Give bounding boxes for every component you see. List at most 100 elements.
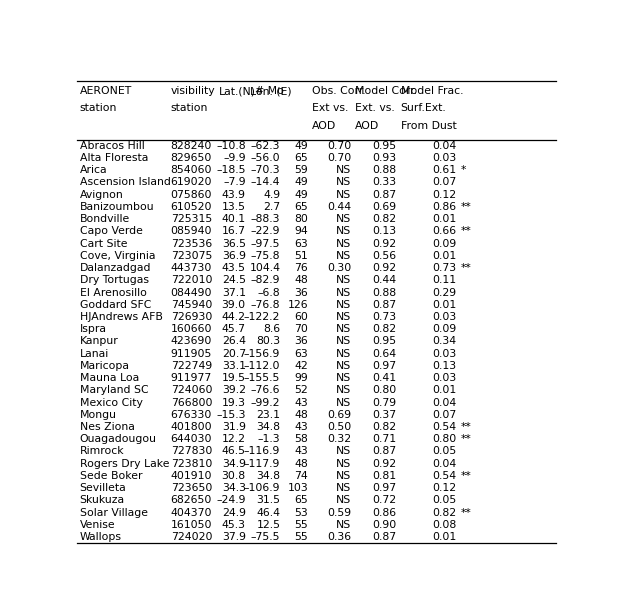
Text: Rogers Dry Lake: Rogers Dry Lake xyxy=(80,459,169,469)
Text: 911977: 911977 xyxy=(171,373,212,383)
Text: NS: NS xyxy=(336,495,351,505)
Text: NS: NS xyxy=(336,287,351,297)
Text: NS: NS xyxy=(336,361,351,371)
Text: 34.3: 34.3 xyxy=(222,483,246,493)
Text: Maryland SC: Maryland SC xyxy=(80,386,148,395)
Text: –9.9: –9.9 xyxy=(223,153,246,163)
Text: Mexico City: Mexico City xyxy=(80,398,143,408)
Text: 0.05: 0.05 xyxy=(433,495,457,505)
Text: NS: NS xyxy=(336,520,351,530)
Text: 423690: 423690 xyxy=(171,337,212,346)
Text: 0.29: 0.29 xyxy=(433,287,457,297)
Text: –24.9: –24.9 xyxy=(216,495,246,505)
Text: 45.3: 45.3 xyxy=(222,520,246,530)
Text: 160660: 160660 xyxy=(171,324,212,334)
Text: Alta Floresta: Alta Floresta xyxy=(80,153,148,163)
Text: 31.9: 31.9 xyxy=(222,422,246,432)
Text: NS: NS xyxy=(336,459,351,469)
Text: Dalanzadgad: Dalanzadgad xyxy=(80,263,151,273)
Text: 724020: 724020 xyxy=(171,532,212,542)
Text: –82.9: –82.9 xyxy=(251,275,281,285)
Text: –1.3: –1.3 xyxy=(258,434,281,444)
Text: 13.5: 13.5 xyxy=(222,202,246,212)
Text: –76.6: –76.6 xyxy=(251,386,281,395)
Text: Ext. vs.: Ext. vs. xyxy=(355,104,395,113)
Text: 23.1: 23.1 xyxy=(256,410,281,420)
Text: NS: NS xyxy=(336,166,351,175)
Text: 0.95: 0.95 xyxy=(373,141,397,151)
Text: Abracos Hill: Abracos Hill xyxy=(80,141,145,151)
Text: –97.5: –97.5 xyxy=(251,238,281,249)
Text: 24.5: 24.5 xyxy=(222,275,246,285)
Text: –70.3: –70.3 xyxy=(251,166,281,175)
Text: 34.8: 34.8 xyxy=(256,471,281,481)
Text: Bondville: Bondville xyxy=(80,214,130,224)
Text: 0.80: 0.80 xyxy=(373,386,397,395)
Text: 0.66: 0.66 xyxy=(433,226,457,237)
Text: 33.1: 33.1 xyxy=(222,361,246,371)
Text: NS: NS xyxy=(336,471,351,481)
Text: 0.01: 0.01 xyxy=(433,251,457,261)
Text: Goddard SFC: Goddard SFC xyxy=(80,300,151,310)
Text: –6.8: –6.8 xyxy=(258,287,281,297)
Text: 63: 63 xyxy=(294,349,308,359)
Text: 46.5: 46.5 xyxy=(222,446,246,457)
Text: 0.73: 0.73 xyxy=(433,263,457,273)
Text: 34.9: 34.9 xyxy=(222,459,246,469)
Text: NS: NS xyxy=(336,300,351,310)
Text: 52: 52 xyxy=(294,386,308,395)
Text: 0.82: 0.82 xyxy=(373,324,397,334)
Text: –116.9: –116.9 xyxy=(244,446,281,457)
Text: 0.64: 0.64 xyxy=(373,349,397,359)
Text: NS: NS xyxy=(336,483,351,493)
Text: 4.9: 4.9 xyxy=(263,189,281,200)
Text: 766800: 766800 xyxy=(171,398,212,408)
Text: NS: NS xyxy=(336,214,351,224)
Text: Ext vs.: Ext vs. xyxy=(312,104,349,113)
Text: 723650: 723650 xyxy=(171,483,212,493)
Text: 0.01: 0.01 xyxy=(433,214,457,224)
Text: 48: 48 xyxy=(294,410,308,420)
Text: 722010: 722010 xyxy=(171,275,212,285)
Text: 55: 55 xyxy=(294,520,308,530)
Text: 70: 70 xyxy=(294,324,308,334)
Text: 0.03: 0.03 xyxy=(433,373,457,383)
Text: 0.70: 0.70 xyxy=(327,153,351,163)
Text: 0.36: 0.36 xyxy=(327,532,351,542)
Text: 0.92: 0.92 xyxy=(373,238,397,249)
Text: –15.3: –15.3 xyxy=(216,410,246,420)
Text: station: station xyxy=(80,104,117,113)
Text: 0.04: 0.04 xyxy=(433,398,457,408)
Text: 0.69: 0.69 xyxy=(327,410,351,420)
Text: station: station xyxy=(171,104,208,113)
Text: 36.5: 36.5 xyxy=(222,238,246,249)
Text: 65: 65 xyxy=(294,495,308,505)
Text: **: ** xyxy=(460,263,471,273)
Text: 104.4: 104.4 xyxy=(249,263,281,273)
Text: NS: NS xyxy=(336,226,351,237)
Text: AOD: AOD xyxy=(355,121,379,131)
Text: NS: NS xyxy=(336,251,351,261)
Text: 48: 48 xyxy=(294,459,308,469)
Text: Cart Site: Cart Site xyxy=(80,238,127,249)
Text: 58: 58 xyxy=(294,434,308,444)
Text: Mongu: Mongu xyxy=(80,410,117,420)
Text: 36: 36 xyxy=(294,287,308,297)
Text: –22.9: –22.9 xyxy=(251,226,281,237)
Text: 723536: 723536 xyxy=(171,238,212,249)
Text: –7.9: –7.9 xyxy=(223,177,246,188)
Text: 0.88: 0.88 xyxy=(373,287,397,297)
Text: –112.0: –112.0 xyxy=(244,361,281,371)
Text: **: ** xyxy=(460,434,471,444)
Text: El Arenosillo: El Arenosillo xyxy=(80,287,146,297)
Text: –99.2: –99.2 xyxy=(251,398,281,408)
Text: **: ** xyxy=(460,226,471,237)
Text: 084490: 084490 xyxy=(171,287,212,297)
Text: Lat.(N): Lat.(N) xyxy=(219,86,255,96)
Text: 39.0: 39.0 xyxy=(222,300,246,310)
Text: 075860: 075860 xyxy=(171,189,212,200)
Text: 2.7: 2.7 xyxy=(263,202,281,212)
Text: 0.82: 0.82 xyxy=(433,508,457,517)
Text: Arica: Arica xyxy=(80,166,108,175)
Text: 43: 43 xyxy=(294,446,308,457)
